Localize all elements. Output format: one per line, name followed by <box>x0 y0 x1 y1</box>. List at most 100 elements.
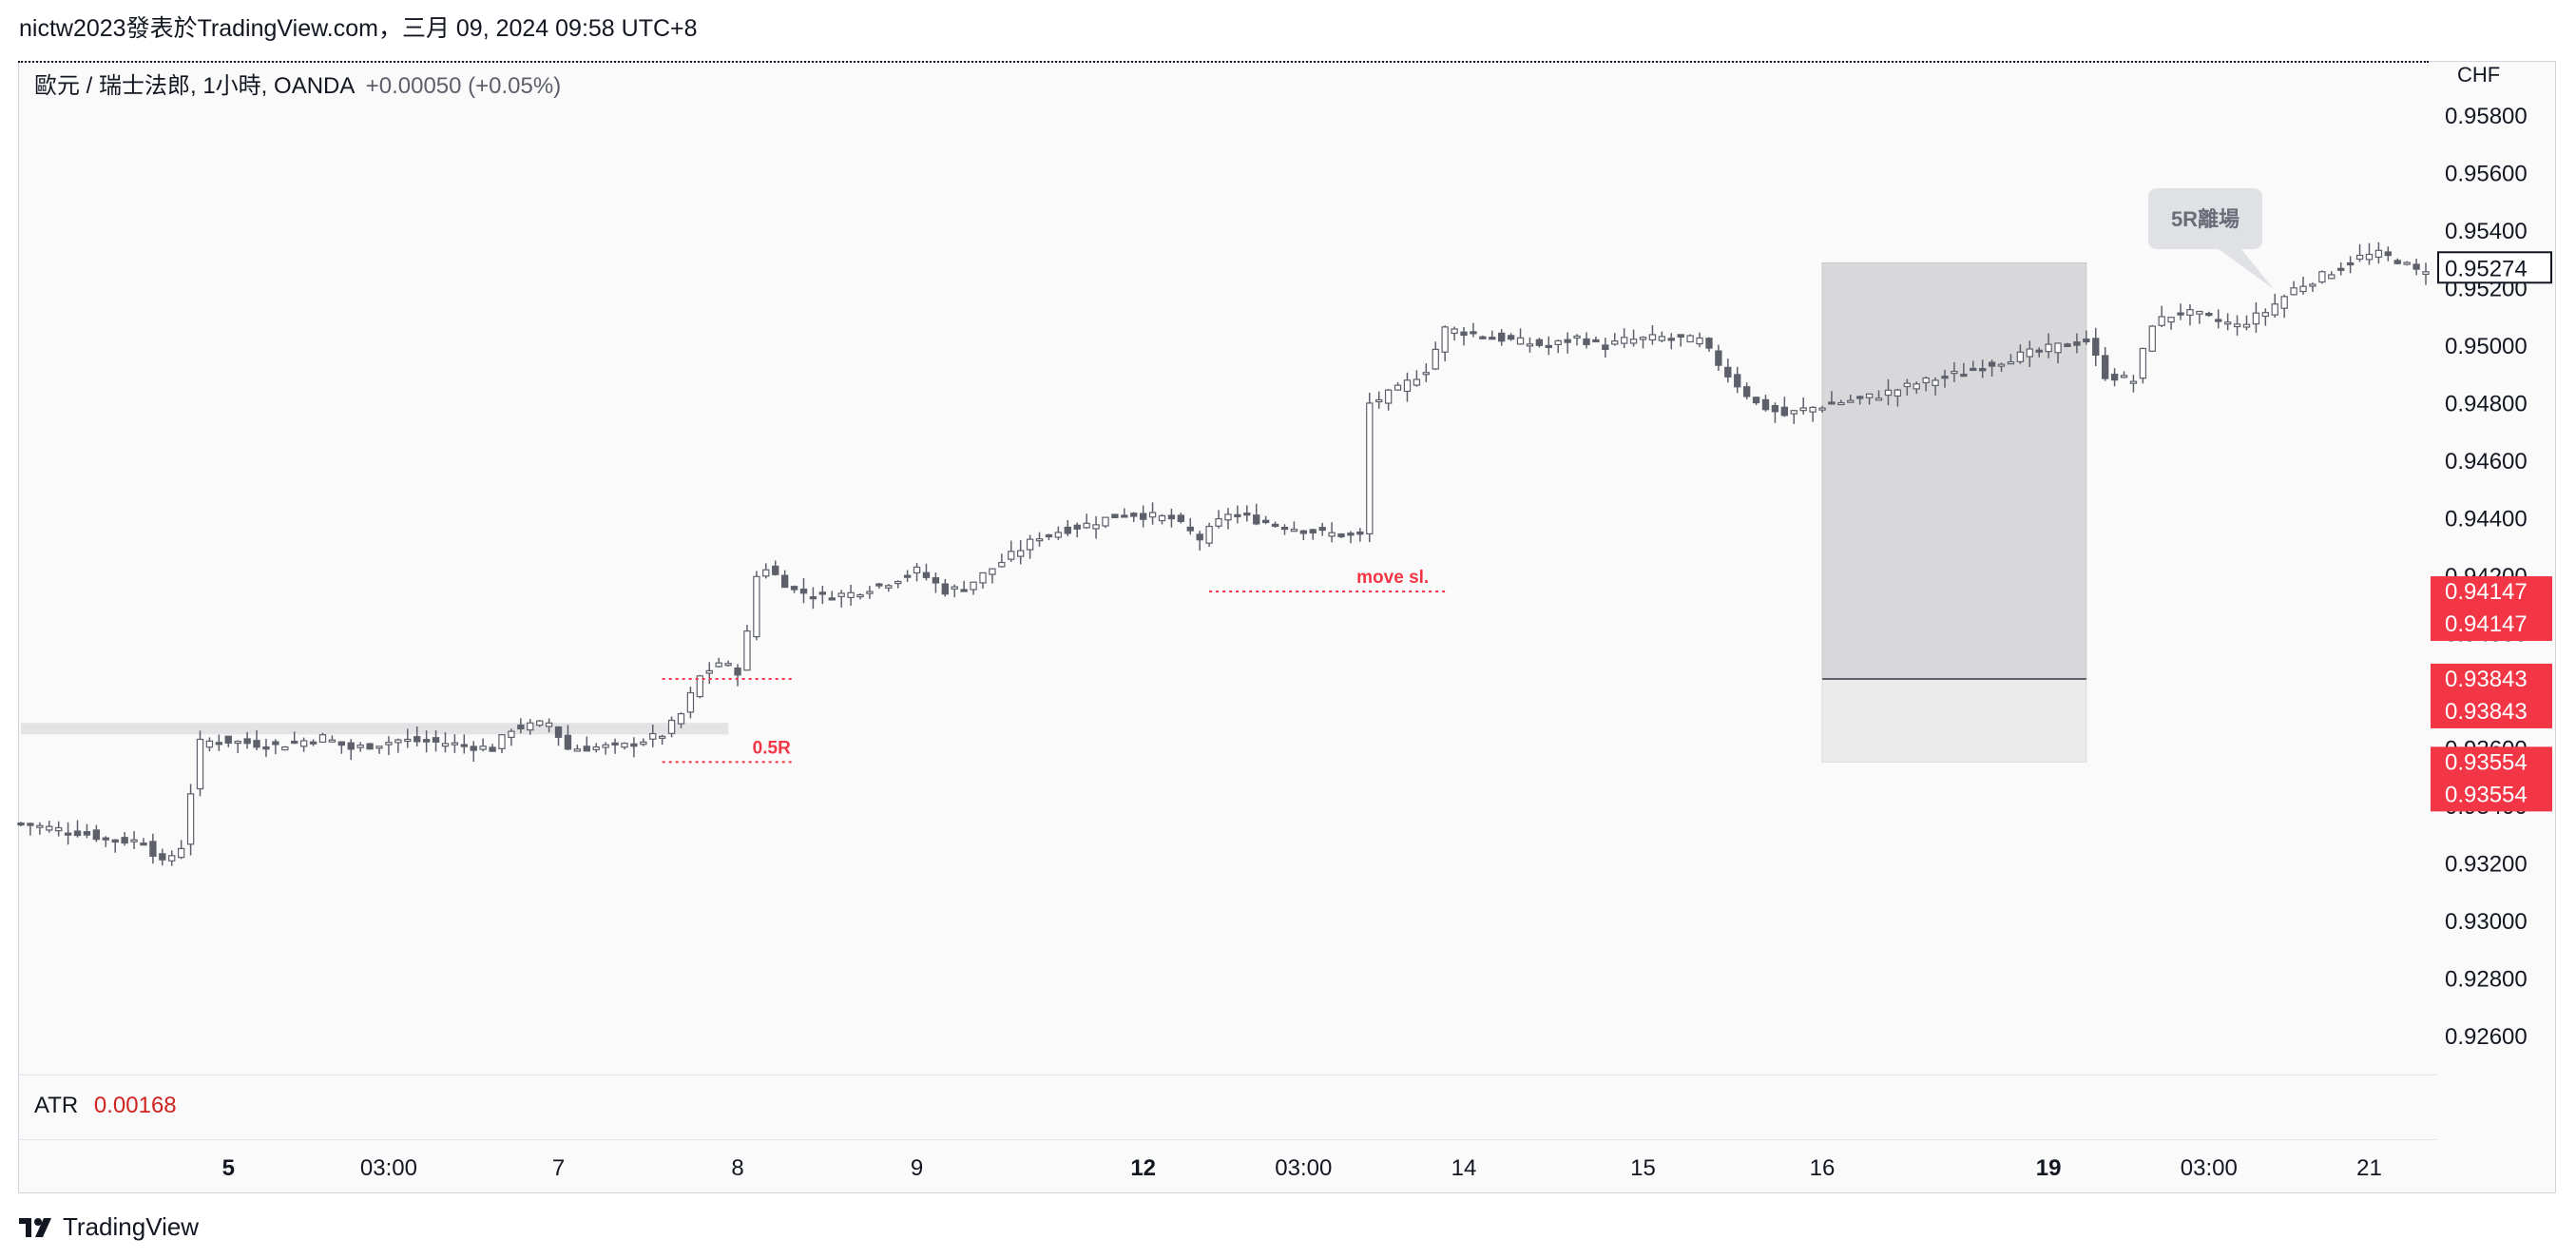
candle-body <box>1771 404 1779 413</box>
candle-body <box>1054 532 1063 538</box>
candle-body <box>1639 337 1647 340</box>
candle-body <box>243 738 251 745</box>
candle-body <box>1234 513 1241 517</box>
exit-callout[interactable] <box>2148 188 2274 289</box>
candle-body <box>818 591 827 595</box>
candle-body <box>508 730 515 739</box>
candle-body <box>2355 254 2364 261</box>
candle-body <box>866 591 874 594</box>
candle-body <box>470 746 477 751</box>
candle-body <box>299 740 308 747</box>
candle-body <box>2233 323 2241 328</box>
candle-body <box>1780 406 1789 416</box>
candle-body <box>554 726 563 738</box>
candle-body <box>1243 513 1251 516</box>
candle-body <box>2016 351 2025 362</box>
candle-body <box>1121 514 1128 518</box>
candle-body <box>1470 331 1477 335</box>
candle-body <box>630 743 638 747</box>
chart-frame <box>18 61 2556 1193</box>
candle-body <box>1017 550 1025 557</box>
candle-body <box>970 581 977 591</box>
candle-body <box>1752 397 1760 404</box>
candle-body <box>1629 339 1638 344</box>
candle-body <box>2064 343 2071 347</box>
candle-body <box>828 597 836 601</box>
symbol-legend[interactable]: 歐元 / 瑞士法郎, 1小時, OANDA +0.00050 (+0.05%) <box>34 67 561 100</box>
candle-body <box>2129 380 2138 384</box>
candle-body <box>998 561 1006 568</box>
price-label-upper: 0.94147 <box>2445 579 2528 605</box>
time-tick-label: 21 <box>2356 1155 2382 1181</box>
tradingview-brand[interactable]: TradingView <box>19 1212 199 1242</box>
candle-body <box>1337 533 1345 538</box>
candle-body <box>2422 271 2430 276</box>
candle-body <box>1328 532 1336 537</box>
candle-body <box>291 740 298 745</box>
candle-body <box>17 822 25 826</box>
position-stop-box[interactable] <box>1821 678 2087 763</box>
time-axis-divider <box>18 1139 2437 1140</box>
price-label-box <box>2431 746 2552 812</box>
candle-body <box>1799 407 1807 412</box>
exit-callout-label: 5R離場 <box>2171 207 2240 231</box>
candle-body <box>2384 251 2392 257</box>
candle-body <box>1554 339 1562 345</box>
candle-body <box>1837 401 1845 406</box>
price-tick-label: 0.92800 <box>2445 966 2528 992</box>
candle-body <box>1073 524 1081 530</box>
candle-body <box>451 742 459 746</box>
candle-body <box>1507 335 1515 340</box>
candle-body <box>1375 398 1383 403</box>
candle-body <box>55 826 63 832</box>
candle-body <box>1828 401 1836 405</box>
candle-body <box>951 586 958 590</box>
candle-body <box>2073 341 2081 346</box>
candle-body <box>46 825 53 831</box>
candle-body <box>686 691 695 713</box>
candle-body <box>224 735 232 745</box>
atr-value: 0.00168 <box>93 1093 177 1118</box>
candle-body <box>111 839 119 843</box>
candle-body <box>385 742 393 746</box>
candle-body <box>2271 303 2278 316</box>
candle-body <box>2083 339 2090 343</box>
candle-body <box>989 568 996 575</box>
time-tick-label: 8 <box>731 1155 743 1181</box>
candle-body <box>1318 527 1326 532</box>
candle-body <box>602 744 609 748</box>
symbol-change: +0.00050 (+0.05%) <box>365 73 562 99</box>
candle-body <box>2280 296 2288 309</box>
candle-body <box>1997 363 2006 367</box>
candle-body <box>799 588 808 594</box>
price-tick-label: 0.94400 <box>2445 507 2528 533</box>
atr-indicator[interactable]: ATR 0.00168 <box>34 1093 177 1119</box>
candle-body <box>2026 348 2033 358</box>
candle-body <box>2148 325 2156 352</box>
candle-body <box>772 565 779 575</box>
time-tick-label: 7 <box>552 1155 565 1181</box>
candle-body <box>1742 386 1751 397</box>
candle-body <box>1083 522 1090 529</box>
price-label-lower: 0.93843 <box>2445 699 2528 725</box>
candle-body <box>1092 524 1100 530</box>
header-dotted-divider <box>18 61 2429 63</box>
candle-body <box>1347 533 1355 536</box>
candle-body <box>809 596 817 600</box>
candle-body <box>1196 533 1203 541</box>
candle-body <box>366 743 374 750</box>
candle-body <box>1215 517 1222 527</box>
candle-body <box>847 591 855 598</box>
candle-body <box>1865 393 1874 398</box>
candle-body <box>489 746 496 752</box>
candle-body <box>536 720 544 726</box>
candle-body <box>441 743 450 747</box>
candle-body <box>73 830 82 837</box>
position-target-box[interactable] <box>1821 261 2087 680</box>
candle-body <box>130 839 138 843</box>
candle-body <box>1526 343 1534 347</box>
price-tick-label: 0.92600 <box>2445 1024 2528 1050</box>
candle-body <box>2186 309 2194 317</box>
currency-label: CHF <box>2457 63 2500 87</box>
